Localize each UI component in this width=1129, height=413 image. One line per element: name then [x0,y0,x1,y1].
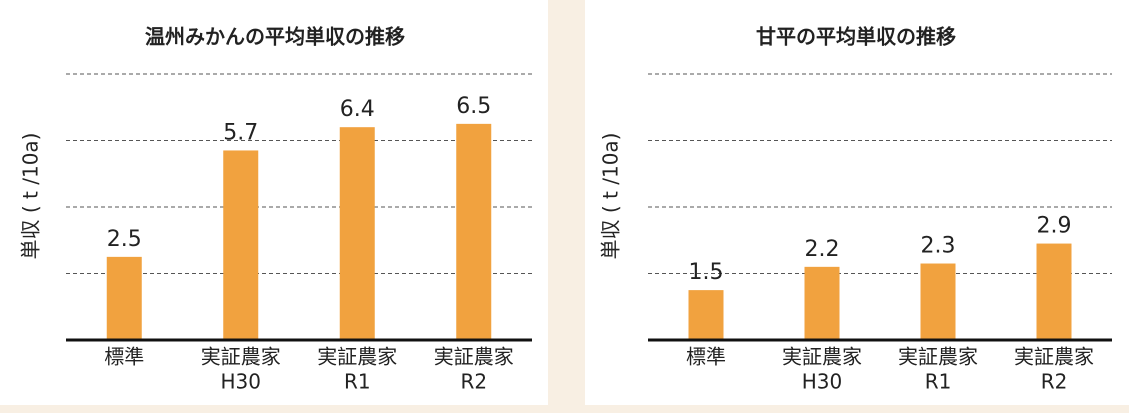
bar [106,256,142,340]
value-label: 2.2 [805,237,840,262]
bar [920,263,956,340]
chart-title: 甘平の平均単収の推移 [756,25,956,49]
value-label: 2.5 [107,227,142,252]
y-axis-label: 単収 ( t /10a) [19,133,43,260]
x-tick-label: R2 [460,370,487,394]
bar [688,290,724,340]
x-tick-label: R2 [1041,370,1068,394]
value-label: 2.3 [921,234,956,259]
bar [339,127,375,340]
x-tick-label: R1 [925,370,952,394]
value-label: 5.7 [223,120,258,145]
value-label: 1.5 [689,260,724,285]
bar [456,123,492,340]
x-tick-label: 実証農家 [317,345,397,369]
x-tick-label: 標準 [686,345,726,369]
x-tick-label: 標準 [104,345,144,369]
bar [223,150,259,340]
x-tick-label: 実証農家 [898,345,978,369]
bar [1036,243,1072,340]
x-tick-label: H30 [221,370,262,394]
x-tick-label: 実証農家 [201,345,281,369]
x-tick-label: 実証農家 [434,345,514,369]
x-tick-label: R1 [344,370,371,394]
y-axis-label: 単収 ( t /10a) [599,133,623,260]
x-tick-label: 実証農家 [1014,345,1094,369]
value-label: 6.5 [456,94,491,119]
chart-title: 温州みかんの平均単収の推移 [145,25,405,49]
x-tick-label: H30 [802,370,843,394]
value-label: 2.9 [1037,214,1072,239]
bar [804,266,840,340]
value-label: 6.4 [340,97,375,122]
x-tick-label: 実証農家 [782,345,862,369]
